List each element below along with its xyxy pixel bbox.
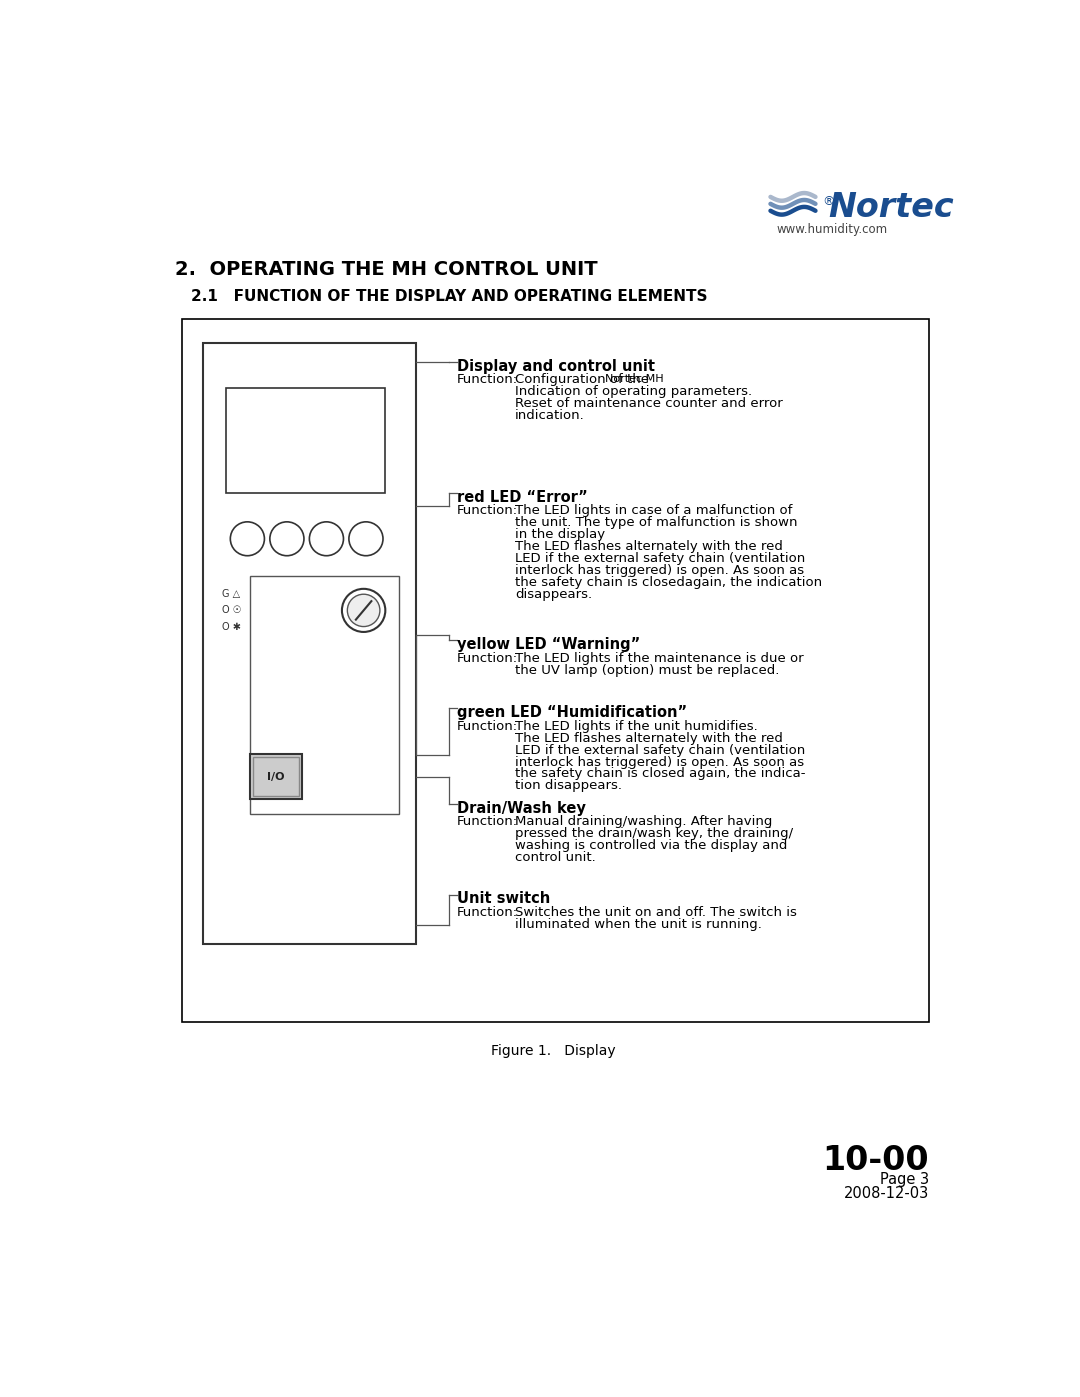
Text: Reset of maintenance counter and error: Reset of maintenance counter and error: [515, 397, 783, 411]
Bar: [203, 344, 416, 944]
Circle shape: [342, 588, 386, 631]
Text: Unit switch: Unit switch: [457, 891, 550, 907]
Text: ®: ®: [823, 194, 835, 208]
Text: interlock has triggered) is open. As soon as: interlock has triggered) is open. As soo…: [515, 564, 804, 577]
Text: G △: G △: [221, 590, 240, 599]
Circle shape: [309, 522, 343, 556]
Text: O ✱: O ✱: [221, 622, 241, 631]
Text: Configuration of the: Configuration of the: [515, 373, 653, 386]
Text: control unit.: control unit.: [515, 851, 595, 863]
Text: 2.  OPERATING THE MH CONTROL UNIT: 2. OPERATING THE MH CONTROL UNIT: [175, 260, 598, 279]
Text: Page 3: Page 3: [880, 1172, 930, 1187]
Text: green LED “Humidification”: green LED “Humidification”: [457, 705, 687, 719]
Text: Function:: Function:: [457, 907, 517, 919]
Bar: [249, 576, 399, 814]
Text: Indication of operating parameters.: Indication of operating parameters.: [515, 386, 752, 398]
Text: Switches the unit on and off. The switch is: Switches the unit on and off. The switch…: [515, 907, 797, 919]
Bar: [249, 754, 301, 799]
Text: illuminated when the unit is running.: illuminated when the unit is running.: [515, 918, 761, 930]
Text: the safety chain is closedagain, the indication: the safety chain is closedagain, the ind…: [515, 576, 822, 588]
Text: LED if the external safety chain (ventilation: LED if the external safety chain (ventil…: [515, 552, 805, 564]
Text: interlock has triggered) is open. As soon as: interlock has triggered) is open. As soo…: [515, 756, 804, 768]
Text: washing is controlled via the display and: washing is controlled via the display an…: [515, 840, 787, 852]
Text: 10-00: 10-00: [823, 1144, 930, 1178]
Text: The LED flashes alternately with the red: The LED flashes alternately with the red: [515, 539, 783, 553]
Text: www.humidity.com: www.humidity.com: [777, 224, 888, 236]
Text: Function:: Function:: [457, 816, 517, 828]
Text: Figure 1.   Display: Figure 1. Display: [491, 1044, 616, 1058]
Text: Nortec: Nortec: [828, 191, 955, 224]
Text: Function:: Function:: [457, 719, 517, 733]
Text: 2.1   FUNCTION OF THE DISPLAY AND OPERATING ELEMENTS: 2.1 FUNCTION OF THE DISPLAY AND OPERATIN…: [191, 289, 707, 305]
Text: the UV lamp (option) must be replaced.: the UV lamp (option) must be replaced.: [515, 664, 779, 678]
Text: 2008-12-03: 2008-12-03: [845, 1186, 930, 1201]
Text: tion disappears.: tion disappears.: [515, 780, 622, 792]
Text: Drain/Wash key: Drain/Wash key: [457, 800, 585, 816]
Circle shape: [230, 522, 265, 556]
Circle shape: [349, 522, 383, 556]
Text: I/O: I/O: [267, 771, 284, 782]
Text: Function:: Function:: [457, 504, 517, 517]
Text: yellow LED “Warning”: yellow LED “Warning”: [457, 637, 639, 652]
Text: Function:: Function:: [457, 652, 517, 665]
Circle shape: [270, 522, 303, 556]
Bar: [181, 319, 930, 1023]
Text: Nortec MH: Nortec MH: [605, 374, 663, 384]
Text: The LED lights in case of a malfunction of: The LED lights in case of a malfunction …: [515, 504, 792, 517]
Text: the unit. The type of malfunction is shown: the unit. The type of malfunction is sho…: [515, 515, 797, 529]
Text: The LED lights if the unit humidifies.: The LED lights if the unit humidifies.: [515, 719, 757, 733]
Text: Manual draining/washing. After having: Manual draining/washing. After having: [515, 816, 772, 828]
Text: The LED flashes alternately with the red: The LED flashes alternately with the red: [515, 732, 783, 745]
Text: LED if the external safety chain (ventilation: LED if the external safety chain (ventil…: [515, 743, 805, 757]
Text: Display and control unit: Display and control unit: [457, 359, 654, 373]
Text: the safety chain is closed again, the indica-: the safety chain is closed again, the in…: [515, 767, 806, 781]
Bar: [253, 757, 298, 796]
Bar: [227, 388, 384, 493]
Text: in the display: in the display: [515, 528, 605, 541]
Text: red LED “Error”: red LED “Error”: [457, 489, 588, 504]
Text: O ☉: O ☉: [221, 605, 241, 616]
Text: pressed the drain/wash key, the draining/: pressed the drain/wash key, the draining…: [515, 827, 793, 840]
Text: The LED lights if the maintenance is due or: The LED lights if the maintenance is due…: [515, 652, 804, 665]
Text: Function:: Function:: [457, 373, 517, 386]
Circle shape: [348, 594, 380, 627]
Text: disappears.: disappears.: [515, 588, 592, 601]
Text: indication.: indication.: [515, 409, 584, 422]
